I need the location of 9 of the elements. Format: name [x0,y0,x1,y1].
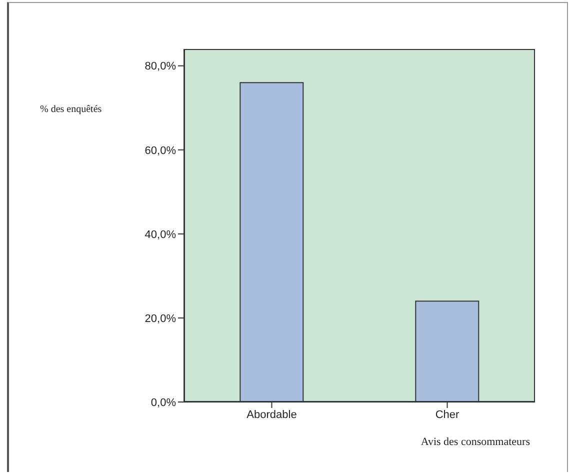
y-tick-label: 60,0% [144,144,176,157]
y-tick-label: 40,0% [144,228,176,241]
y-axis-title: % des enquêtés [40,104,102,115]
y-tick-label: 80,0% [144,60,176,73]
x-tick-label: Cher [435,408,460,421]
x-axis-title: Avis des consommateurs [420,436,530,448]
y-tick-label: 0,0% [150,396,176,409]
y-tick-label: 20,0% [144,312,176,325]
x-tick-label: Abordable [246,408,297,421]
